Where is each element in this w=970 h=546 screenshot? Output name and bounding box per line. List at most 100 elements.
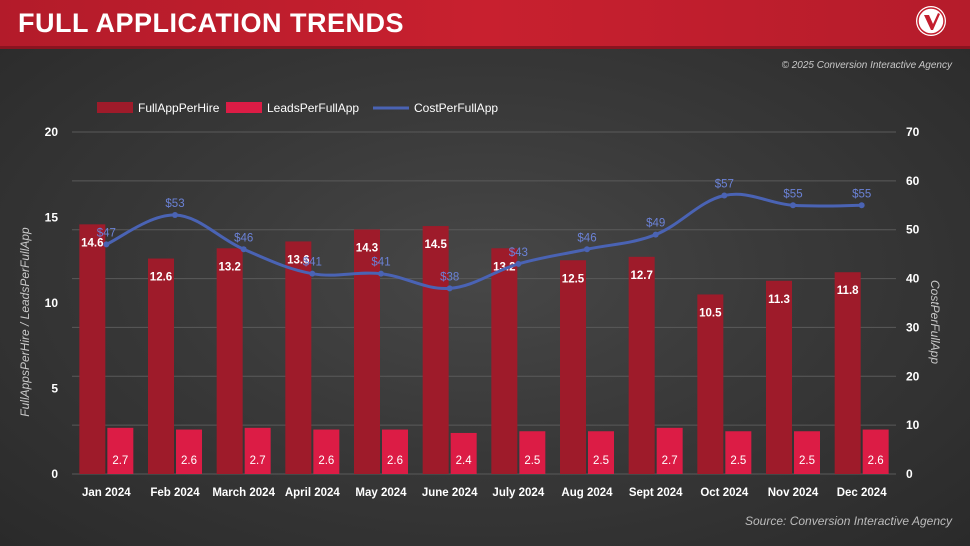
bar-leads-per-full-app [519, 431, 546, 474]
x-tick-label: Oct 2024 [700, 487, 749, 499]
source-text: Source: Conversion Interactive Agency [745, 514, 952, 528]
cost-point [721, 192, 728, 199]
bar-full-app-per-hire [79, 224, 106, 474]
bar-full-app-per-hire [285, 241, 312, 474]
bar-full-app-per-hire [354, 229, 380, 474]
bar-label-full-app-per-hire: 13.6 [287, 254, 309, 266]
bar-label-full-app-per-hire: 14.5 [424, 239, 447, 251]
left-axis-ticks: 0 5 10 15 20 [45, 125, 59, 481]
cost-point [790, 202, 796, 209]
cost-point [378, 270, 384, 277]
bar-label-leads-per-full-app: 2.7 [112, 455, 128, 467]
cost-point [172, 212, 178, 219]
cost-point [309, 270, 316, 277]
left-axis-label: FullAppsPerHire / LeadsPerFullApp [18, 227, 32, 417]
cost-point-label: $38 [440, 271, 459, 283]
bar-label-full-app-per-hire: 12.6 [150, 272, 172, 284]
cost-point-label: $41 [371, 257, 390, 269]
right-tick-label: 40 [906, 272, 920, 286]
legend-label-leads-per-full-app: LeadsPerFullApp [267, 101, 359, 115]
legend-label-cost-per-full-app: CostPerFullApp [414, 101, 498, 115]
page-title: FULL APPLICATION TRENDS [18, 8, 404, 38]
bar-leads-per-full-app [176, 429, 202, 474]
bars-group: 14.6 2.7 12.6 2.6 13.2 2.7 13.6 2.6 14.3 2.6 14.5 2… [79, 224, 889, 474]
cost-point-label: $53 [165, 198, 184, 210]
right-tick-label: 30 [906, 320, 920, 334]
bar-leads-per-full-app [313, 429, 340, 474]
bar-label-leads-per-full-app: 2.6 [387, 455, 403, 467]
bar-full-app-per-hire [491, 248, 518, 474]
right-tick-label: 20 [906, 369, 920, 383]
cost-point [240, 246, 247, 253]
bar-label-leads-per-full-app: 2.6 [868, 455, 884, 467]
cost-point-label: $47 [97, 227, 116, 239]
cost-point [858, 202, 865, 209]
cost-point [446, 285, 453, 292]
bar-label-leads-per-full-app: 2.5 [799, 455, 815, 467]
cost-point [584, 246, 590, 253]
cost-point-label: $46 [577, 232, 596, 244]
bar-leads-per-full-app [656, 427, 683, 474]
bar-label-leads-per-full-app: 2.6 [181, 455, 197, 467]
bar-label-full-app-per-hire: 13.2 [218, 261, 240, 273]
bar-label-full-app-per-hire: 14.3 [356, 242, 378, 254]
bar-label-full-app-per-hire: 10.5 [699, 307, 722, 319]
right-tick-label: 60 [906, 174, 920, 188]
bar-full-app-per-hire [422, 226, 449, 474]
legend-label-full-app-per-hire: FullAppPerHire [138, 101, 220, 115]
brand-logo-icon [916, 6, 946, 36]
left-tick-label: 0 [51, 467, 58, 481]
cost-point [515, 260, 522, 267]
cost-point [652, 231, 659, 238]
left-tick-label: 15 [45, 211, 59, 225]
bar-label-full-app-per-hire: 12.7 [630, 270, 652, 282]
x-tick-label: Aug 2024 [561, 487, 613, 499]
x-tick-label: April 2024 [285, 487, 341, 499]
bar-label-leads-per-full-app: 2.5 [730, 455, 746, 467]
cost-point-label: $49 [646, 218, 665, 230]
bar-label-full-app-per-hire: 11.8 [837, 285, 859, 297]
bar-label-leads-per-full-app: 2.7 [662, 455, 678, 467]
cost-point-label: $55 [783, 188, 802, 200]
bar-label-leads-per-full-app: 2.5 [524, 455, 540, 467]
bar-full-app-per-hire [628, 256, 655, 474]
bar-leads-per-full-app [794, 431, 820, 474]
line-group: $47 $53 $46 $41 $41 $38 $43 $46 $49 $57 $55 $55 [97, 179, 871, 292]
cost-point-label: $57 [715, 179, 734, 191]
bar-label-leads-per-full-app: 2.7 [250, 455, 266, 467]
cost-point [103, 241, 110, 248]
cost-point-label: $41 [303, 257, 322, 269]
bar-full-app-per-hire [560, 260, 586, 474]
x-tick-label: July 2024 [492, 487, 544, 499]
bar-leads-per-full-app [862, 429, 889, 474]
bar-full-app-per-hire [148, 258, 174, 474]
bar-leads-per-full-app [244, 427, 271, 474]
copyright-text: © 2025 Conversion Interactive Agency [781, 60, 952, 71]
right-tick-label: 10 [906, 418, 920, 432]
bar-leads-per-full-app [450, 432, 477, 474]
x-axis-ticks: Jan 2024 Feb 2024 March 2024 April 2024 May … [82, 487, 887, 499]
x-tick-label: June 2024 [422, 487, 478, 499]
right-axis-ticks: 0 10 20 30 40 50 60 70 [906, 125, 920, 481]
bar-label-leads-per-full-app: 2.6 [318, 455, 334, 467]
right-tick-label: 70 [906, 125, 920, 139]
x-tick-label: Nov 2024 [768, 487, 819, 499]
bar-leads-per-full-app [725, 431, 752, 474]
bar-label-full-app-per-hire: 14.6 [81, 237, 103, 249]
x-tick-label: Jan 2024 [82, 487, 131, 499]
left-tick-label: 10 [45, 296, 59, 310]
x-tick-label: Dec 2024 [837, 487, 887, 499]
cost-per-full-app-line [105, 192, 862, 290]
cost-point-label: $55 [852, 188, 871, 200]
bar-label-leads-per-full-app: 2.4 [456, 455, 473, 467]
x-tick-label: Sept 2024 [629, 487, 683, 499]
bar-leads-per-full-app [588, 431, 614, 474]
bar-label-leads-per-full-app: 2.5 [593, 455, 609, 467]
right-axis-label: CostPerFullApp [928, 280, 942, 364]
cost-point-label: $46 [234, 232, 253, 244]
right-tick-label: 50 [906, 223, 920, 237]
x-tick-label: May 2024 [355, 487, 407, 499]
bar-label-full-app-per-hire: 11.3 [768, 294, 790, 306]
